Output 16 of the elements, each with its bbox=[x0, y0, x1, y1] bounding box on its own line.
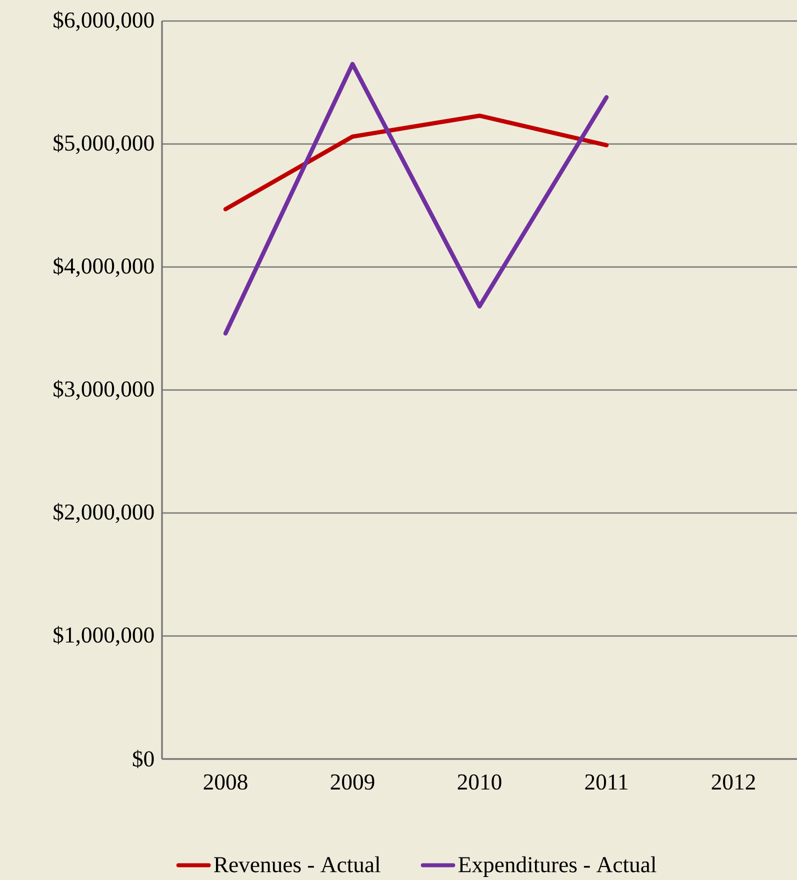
x-tick-label: 2009 bbox=[330, 774, 374, 790]
line-series bbox=[223, 114, 609, 212]
y-tick-label: $0 bbox=[132, 750, 154, 768]
y-tick-label: $6,000,000 bbox=[54, 11, 154, 31]
x-tick-label: 2012 bbox=[712, 774, 755, 790]
y-tick-label: $5,000,000 bbox=[54, 134, 154, 154]
y-tick-label: $4,000,000 bbox=[54, 257, 154, 277]
y-tick-label: $3,000,000 bbox=[54, 380, 154, 400]
legend-label: Expenditures - Actual bbox=[458, 856, 656, 877]
y-tick-label: $2,000,000 bbox=[54, 503, 154, 523]
legend-label: Revenues - Actual bbox=[214, 856, 380, 872]
x-tick-label: 2008 bbox=[204, 774, 248, 790]
line-series bbox=[223, 62, 609, 336]
x-tick-label: 2011 bbox=[585, 774, 628, 790]
x-tick-label: 2010 bbox=[458, 774, 502, 790]
y-tick-label: $1,000,000 bbox=[54, 626, 154, 646]
